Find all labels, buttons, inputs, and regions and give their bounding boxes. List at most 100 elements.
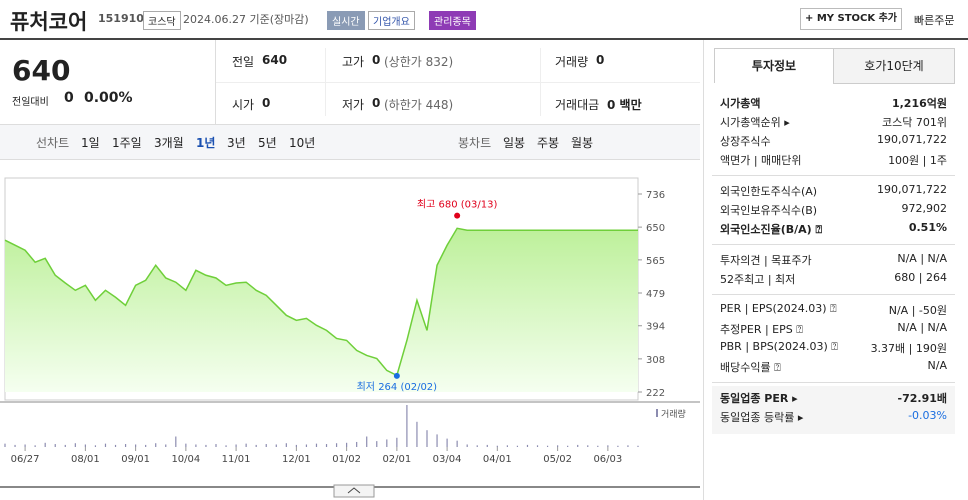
x-tick-label: 12/01	[282, 454, 311, 465]
info-value: 3.37배 | 190원	[870, 342, 947, 355]
volume-bar	[305, 444, 308, 447]
volume-bar	[195, 444, 197, 447]
price-area	[5, 228, 638, 392]
volume-bar	[466, 444, 468, 447]
volume-bar	[24, 444, 26, 447]
volume-bar	[506, 445, 508, 447]
volume-bar	[94, 445, 97, 447]
volume-bar	[175, 436, 177, 447]
badge[interactable]: 관리종목	[429, 11, 476, 30]
cell-label: 시가	[232, 98, 255, 112]
badge[interactable]: 기업개요	[368, 11, 415, 30]
info-value: 972,902	[901, 202, 948, 215]
quick-order[interactable]: 빠른주문	[914, 14, 955, 27]
volume-bar	[335, 443, 338, 447]
scroll-button[interactable]	[333, 484, 375, 498]
volume-bar	[496, 445, 498, 447]
cell-value: 640	[262, 53, 288, 67]
volume-bar	[44, 442, 46, 447]
cell-value: 0	[262, 96, 271, 110]
period-tab[interactable]: 3개월	[154, 136, 184, 150]
change-label: 전일대비	[12, 97, 49, 108]
period-tab[interactable]: 1년	[196, 136, 216, 150]
divider	[703, 40, 704, 500]
info-tab[interactable]: 호가10단계	[833, 48, 955, 84]
volume-bar	[366, 436, 368, 447]
info-label: 배당수익률 ⍰	[720, 361, 781, 374]
y-tick-label: 394	[646, 322, 665, 333]
annotation: 최저 264 (02/02)	[357, 381, 438, 393]
volume-bar	[476, 445, 478, 447]
tab-label: 선차트	[36, 136, 70, 150]
info-label: 52주최고 | 최저	[720, 273, 796, 286]
tab-label: 봉차트	[458, 136, 492, 150]
volume-bar	[436, 434, 438, 447]
period-tab[interactable]: 1주일	[112, 136, 142, 150]
volume-label: 거래량	[661, 408, 686, 420]
period-tab[interactable]: 1일	[81, 136, 100, 150]
market-badge: 코스닥	[143, 11, 181, 30]
volume-bar	[486, 444, 488, 447]
divider	[216, 82, 700, 83]
info-value: 190,071,722	[877, 133, 947, 146]
volume-bar	[225, 445, 227, 447]
info-label: 투자의견 | 목표주가	[720, 254, 812, 267]
volume-bar	[84, 444, 86, 447]
cell-value: 0	[596, 53, 605, 67]
section-divider	[712, 382, 955, 383]
info-value: 680 | 264	[894, 271, 947, 284]
volume-bar	[386, 439, 388, 447]
volume-bar	[516, 445, 519, 447]
section-bg	[712, 386, 955, 434]
info-value: 100원 | 1주	[888, 154, 947, 167]
candle-tab[interactable]: 주봉	[537, 136, 560, 150]
y-tick-label: 736	[646, 190, 665, 201]
section-divider	[712, 244, 955, 245]
volume-bar	[34, 445, 36, 447]
info-label: 동일업종 등락률 ▸	[720, 411, 804, 424]
change: 0	[64, 90, 74, 106]
change-rate: 0.00%	[84, 90, 133, 106]
extreme-marker	[393, 372, 400, 379]
volume-bar	[265, 444, 267, 447]
badge[interactable]: 실시간	[327, 11, 365, 30]
x-tick-label: 04/01	[483, 454, 512, 465]
volume-bar	[346, 442, 348, 447]
info-tab[interactable]: 투자정보	[714, 48, 834, 83]
section-divider	[712, 175, 955, 176]
cell-value: 0	[372, 53, 381, 67]
info-label: PER | EPS(2024.03) ⍰	[720, 302, 837, 315]
period-tab[interactable]: 5년	[258, 136, 277, 150]
cell-sub: (하한가 448)	[384, 98, 454, 112]
cell-sub: (상한가 832)	[384, 55, 454, 69]
volume-bar	[114, 444, 117, 447]
candle-tab[interactable]: 월봉	[571, 136, 594, 150]
info-label: 액면가 | 매매단위	[720, 154, 802, 167]
x-tick-label: 03/04	[433, 454, 462, 465]
volume-bar	[295, 444, 297, 447]
extreme-marker	[454, 212, 461, 219]
cell-value: 0	[372, 96, 381, 110]
volume-bar	[235, 444, 237, 447]
cell-label: 전일	[232, 55, 255, 69]
volume-bar	[627, 445, 629, 447]
volume-bar	[325, 444, 328, 447]
y-tick-label: 479	[646, 289, 665, 300]
mystock-button[interactable]: + MY STOCK 추가	[800, 8, 902, 30]
volume-bar	[546, 445, 549, 447]
volume-bar	[577, 444, 579, 447]
volume-bar	[607, 445, 609, 447]
volume-bar	[617, 445, 619, 447]
volume-bar	[255, 444, 257, 447]
chart: 222 308 394 479 565 650 736 최고 680 (03/13) 최저 26…	[0, 177, 700, 498]
period-tab[interactable]: 10년	[289, 136, 316, 150]
x-tick-label: 11/01	[222, 454, 251, 465]
divider	[0, 38, 968, 40]
x-tick-label: 09/01	[121, 454, 150, 465]
period-tab[interactable]: 3년	[227, 136, 246, 150]
volume-bar	[54, 444, 56, 447]
candle-tab[interactable]: 일봉	[503, 136, 526, 150]
info-value: N/A | -50원	[888, 304, 947, 317]
x-tick-label: 05/02	[543, 454, 572, 465]
info-label: 시가총액순위 ▸	[720, 116, 790, 129]
